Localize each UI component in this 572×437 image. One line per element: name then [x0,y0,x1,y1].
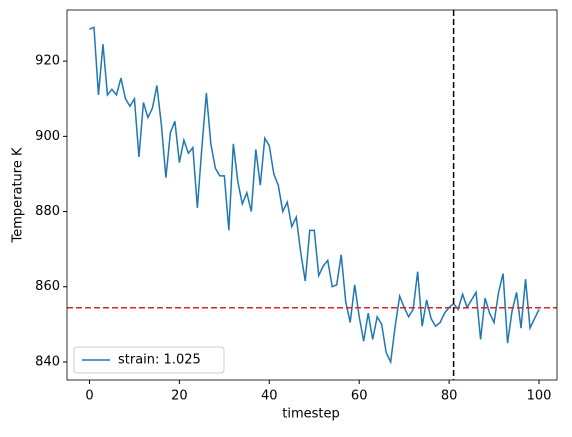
x-tick-label: 100 [527,389,552,404]
legend-label: strain: 1.025 [118,353,201,368]
y-tick-label: 840 [35,354,60,369]
x-axis-label: timestep [282,407,340,422]
x-tick-label: 20 [171,389,188,404]
legend-box [73,346,225,374]
x-tick-label: 80 [441,389,458,404]
y-tick-label: 860 [35,279,60,294]
x-tick-label: 0 [85,389,93,404]
x-tick-label: 60 [351,389,368,404]
data-line [89,26,540,365]
y-tick-label: 920 [35,54,60,69]
y-axis-label: Temperature K [11,147,26,243]
y-tick-label: 880 [35,204,60,219]
plot-frame [66,9,558,381]
y-tick-label: 900 [35,129,60,144]
x-tick-label: 40 [261,389,278,404]
